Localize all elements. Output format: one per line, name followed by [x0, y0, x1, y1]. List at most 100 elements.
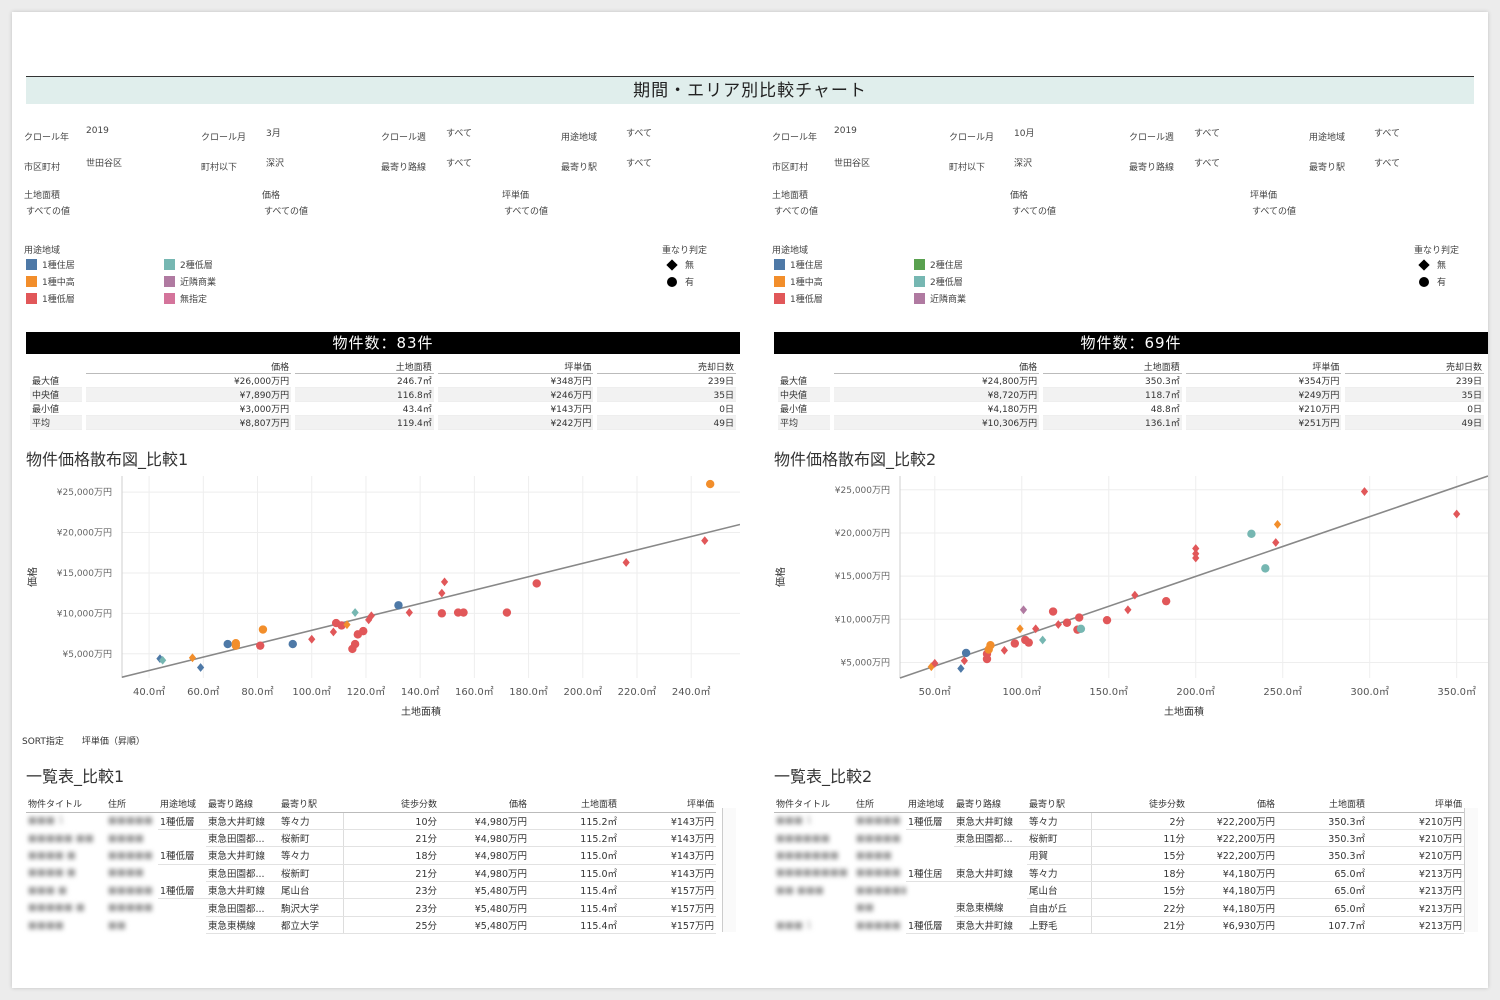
- list-column-header[interactable]: 価格: [1187, 796, 1277, 813]
- data-point[interactable]: [705, 479, 715, 489]
- filter-value[interactable]: すべて: [446, 159, 473, 169]
- data-point[interactable]: [343, 620, 351, 630]
- filter-value[interactable]: すべて: [626, 159, 653, 169]
- legend-item[interactable]: 近隣商業: [164, 273, 216, 290]
- filter-value[interactable]: 深沢: [1014, 159, 1033, 169]
- data-point[interactable]: [1048, 607, 1058, 616]
- filter-value[interactable]: 深沢: [266, 159, 285, 169]
- data-point[interactable]: [1039, 635, 1047, 645]
- filter-value[interactable]: すべて: [1374, 129, 1401, 139]
- data-point[interactable]: [1102, 615, 1112, 625]
- legend-item[interactable]: 1種低層: [774, 290, 823, 307]
- table-row[interactable]: ■■■ 1 ■■■■■ 1種低層 東急大井町線 等々力 2分 ¥22,200万円 350.3㎡…: [774, 812, 1464, 830]
- data-point[interactable]: [957, 664, 965, 673]
- list-column-header[interactable]: 住所: [854, 796, 906, 813]
- data-point[interactable]: [1062, 618, 1072, 627]
- data-point[interactable]: [329, 627, 338, 637]
- data-point[interactable]: [1247, 529, 1256, 539]
- data-point[interactable]: [1360, 487, 1369, 496]
- table-row[interactable]: ■■■■■■■■ ■■■■■ 1種住居 東急大井町線 等々力 18分 ¥4,180万円 65.…: [774, 864, 1464, 883]
- table-row[interactable]: ■■■■■ ■■ ■■■■ 東急田園都... 桜新町 21分 ¥4,980万円 115.2㎡…: [26, 829, 716, 848]
- data-point[interactable]: [197, 663, 205, 672]
- list-column-header[interactable]: 徒歩分数: [1091, 796, 1187, 813]
- list-column-header[interactable]: 徒歩分数: [343, 796, 439, 813]
- filter-value[interactable]: 10月: [1014, 129, 1035, 139]
- legend-item[interactable]: 無指定: [164, 290, 207, 307]
- list-column-header[interactable]: 用途地域: [158, 796, 206, 813]
- table-row[interactable]: ■■■■ ■ ■■■■■ 1種低層 東急大井町線 等々力 18分 ¥4,980万円 115.0…: [26, 846, 716, 865]
- data-point[interactable]: [532, 579, 541, 588]
- data-point[interactable]: [359, 626, 368, 636]
- list-column-header[interactable]: 最寄り路線: [954, 796, 1027, 813]
- table-row[interactable]: ■■■■ ■ ■■■■ 東急田園都... 桜新町 21分 ¥4,980万円 115.0㎡ ¥1…: [26, 864, 716, 883]
- data-point[interactable]: [1016, 624, 1024, 634]
- legend-item[interactable]: 近隣商業: [914, 290, 966, 307]
- data-point[interactable]: [701, 536, 709, 546]
- list-column-header[interactable]: 最寄り駅: [279, 796, 343, 813]
- data-point[interactable]: [405, 608, 413, 617]
- list-column-header[interactable]: 坪単価: [1367, 796, 1464, 813]
- data-point[interactable]: [961, 648, 971, 658]
- sort-control[interactable]: SORT指定 坪単価（昇順）: [22, 734, 145, 747]
- legend-item[interactable]: 1種中高: [26, 273, 75, 290]
- data-point[interactable]: [1124, 605, 1132, 615]
- data-point[interactable]: [1032, 624, 1040, 634]
- data-point[interactable]: [1161, 596, 1171, 606]
- table-row[interactable]: ■■■ ■ ■■■■■ 1種低層 東急大井町線 尾山台 23分 ¥5,480万円 115.4㎡…: [26, 881, 716, 900]
- overlap-legend-item[interactable]: 有: [666, 273, 694, 290]
- data-point[interactable]: [440, 577, 449, 587]
- table-row[interactable]: ■■ ■■■ ■■■■■■ 尾山台 15分 ¥4,180万円 65.0㎡ ¥213万円: [774, 881, 1464, 900]
- legend-item[interactable]: 1種低層: [26, 290, 75, 307]
- table-row[interactable]: ■■■ 1 ■■■■■ 1種低層 東急大井町線 上野毛 21分 ¥6,930万円 107.7㎡…: [774, 916, 1464, 935]
- legend-item[interactable]: 2種低層: [914, 273, 963, 290]
- filter-value[interactable]: 2019: [86, 126, 109, 136]
- range-filter-value[interactable]: すべての値: [1252, 207, 1297, 217]
- data-point[interactable]: [308, 634, 316, 644]
- filter-value[interactable]: 3月: [266, 129, 281, 139]
- legend-item[interactable]: 1種住居: [774, 256, 823, 273]
- data-point[interactable]: [258, 625, 268, 634]
- range-filter-value[interactable]: すべての値: [1012, 207, 1057, 217]
- list-scrollbar[interactable]: [1464, 808, 1478, 932]
- data-point[interactable]: [502, 608, 512, 617]
- data-point[interactable]: [960, 656, 968, 666]
- legend-item[interactable]: 2種住居: [914, 256, 963, 273]
- data-point[interactable]: [1192, 544, 1200, 553]
- filter-value[interactable]: すべて: [446, 129, 473, 139]
- data-point[interactable]: [1273, 519, 1282, 529]
- filter-value[interactable]: 世田谷区: [86, 159, 123, 169]
- list-column-header[interactable]: 用途地域: [906, 796, 954, 813]
- list-column-header[interactable]: 住所: [106, 796, 158, 813]
- data-point[interactable]: [438, 588, 446, 598]
- data-point[interactable]: [1074, 613, 1084, 622]
- data-point[interactable]: [394, 601, 403, 610]
- legend-item[interactable]: 2種低層: [164, 256, 213, 273]
- data-point[interactable]: [1000, 645, 1008, 655]
- data-point[interactable]: [188, 653, 197, 663]
- overlap-legend-item[interactable]: 無: [666, 256, 694, 273]
- legend-item[interactable]: 1種住居: [26, 256, 75, 273]
- table-row[interactable]: ■■■ 1 ■■■■■ 1種低層 東急大井町線 等々力 10分 ¥4,980万円 115.2㎡…: [26, 812, 716, 830]
- list-column-header[interactable]: 価格: [439, 796, 529, 813]
- scatter-plot[interactable]: 50.0㎡ 100.0㎡ 150.0㎡ 200.0㎡ 250.0㎡ 300.0㎡ 350.0…: [774, 466, 1488, 716]
- data-point[interactable]: [231, 639, 241, 648]
- list-column-header[interactable]: 土地面積: [1277, 796, 1367, 813]
- data-point[interactable]: [1024, 638, 1033, 647]
- data-point[interactable]: [351, 608, 359, 617]
- range-filter-value[interactable]: すべての値: [26, 207, 71, 217]
- data-point[interactable]: [159, 655, 167, 665]
- list-column-header[interactable]: 物件タイトル: [26, 796, 106, 813]
- range-filter-value[interactable]: すべての値: [504, 207, 549, 217]
- table-row[interactable]: ■■ 東急東横線 自由が丘 22分 ¥4,180万円 65.0㎡ ¥213万円: [774, 898, 1464, 917]
- data-point[interactable]: [986, 640, 995, 650]
- data-point[interactable]: [1054, 620, 1062, 629]
- data-point[interactable]: [337, 621, 346, 630]
- table-row[interactable]: ■■■■■■ ■■■■■ 東急田園都... 桜新町 11分 ¥22,200万円 350.3㎡…: [774, 829, 1464, 848]
- filter-value[interactable]: 世田谷区: [834, 159, 871, 169]
- scatter-plot[interactable]: 40.0㎡ 60.0㎡ 80.0㎡ 100.0㎡ 120.0㎡ 140.0㎡ 160.0㎡ 1…: [26, 466, 740, 716]
- data-point[interactable]: [288, 639, 297, 649]
- list-scrollbar[interactable]: [722, 808, 736, 932]
- data-point[interactable]: [459, 608, 468, 617]
- table-row[interactable]: ■■■■■■■ ■■■■ 用賀 15分 ¥22,200万円 350.3㎡ ¥210万円: [774, 846, 1464, 865]
- range-filter-value[interactable]: すべての値: [774, 207, 819, 217]
